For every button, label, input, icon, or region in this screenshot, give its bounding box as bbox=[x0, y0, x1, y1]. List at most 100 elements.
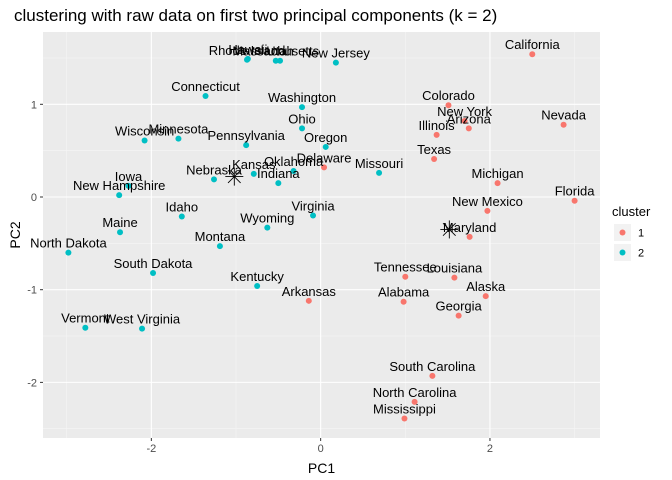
y-tick-labels: -2 -1 0 1 bbox=[27, 99, 43, 389]
point-illinois bbox=[433, 131, 440, 138]
label-arkansas: Arkansas bbox=[282, 284, 337, 299]
point-north-dakota bbox=[65, 249, 72, 256]
point-west-virginia bbox=[139, 325, 146, 332]
point-arizona bbox=[465, 125, 472, 132]
label-utah: Utah bbox=[266, 44, 293, 59]
x-tick-label: 0 bbox=[318, 443, 324, 455]
y-tick-label: -2 bbox=[27, 377, 37, 389]
legend: cluster 1 2 bbox=[612, 204, 651, 261]
legend-label-1: 1 bbox=[638, 228, 644, 240]
label-montana: Montana bbox=[195, 229, 246, 244]
label-new-jersey: New Jersey bbox=[302, 46, 370, 61]
point-tennessee bbox=[402, 273, 409, 280]
point-rhode-island bbox=[244, 56, 251, 63]
point-georgia bbox=[455, 312, 462, 319]
cluster-centers bbox=[225, 167, 459, 239]
label-nevada: Nevada bbox=[541, 108, 587, 123]
label-california: California bbox=[505, 37, 561, 52]
label-new-mexico: New Mexico bbox=[452, 194, 523, 209]
label-oregon: Oregon bbox=[304, 130, 347, 145]
point-colorado bbox=[445, 102, 452, 109]
point-virginia bbox=[310, 212, 317, 219]
label-maine: Maine bbox=[102, 215, 137, 230]
label-kansas: Kansas bbox=[232, 157, 276, 172]
point-nevada bbox=[560, 121, 567, 128]
label-south-dakota: South Dakota bbox=[114, 256, 194, 271]
label-rhode-island: Rhode Island bbox=[209, 43, 286, 58]
point-mississippi bbox=[401, 415, 408, 422]
label-georgia: Georgia bbox=[436, 299, 483, 314]
label-alaska: Alaska bbox=[466, 279, 506, 294]
point-north-carolina bbox=[411, 398, 418, 405]
label-texas: Texas bbox=[417, 142, 451, 157]
point-wisconsin bbox=[141, 137, 148, 144]
label-minnesota: Minnesota bbox=[148, 122, 209, 137]
point-ohio bbox=[299, 125, 306, 132]
point-indiana bbox=[275, 180, 282, 187]
label-pennsylvania: Pennsylvania bbox=[207, 128, 285, 143]
legend-title: cluster bbox=[612, 204, 651, 219]
label-washington: Washington bbox=[268, 90, 336, 105]
legend-key-1 bbox=[619, 229, 626, 236]
point-kansas bbox=[250, 170, 257, 177]
legend-label-2: 2 bbox=[638, 248, 644, 260]
label-wisconsin: Wisconsin bbox=[115, 123, 174, 138]
point-new-hampshire bbox=[116, 192, 123, 199]
label-michigan: Michigan bbox=[472, 166, 524, 181]
point-new-jersey bbox=[332, 59, 339, 66]
label-north-carolina: North Carolina bbox=[373, 385, 458, 400]
point-oregon bbox=[322, 143, 329, 150]
plot-panel bbox=[43, 32, 600, 438]
label-colorado: Colorado bbox=[422, 88, 475, 103]
y-tick-label: -1 bbox=[27, 285, 37, 297]
point-kentucky bbox=[254, 282, 261, 289]
point-nebraska bbox=[210, 176, 217, 183]
point-vermont bbox=[82, 324, 89, 331]
label-connecticut: Connecticut bbox=[171, 79, 240, 94]
label-new-hampshire: New Hampshire bbox=[73, 178, 165, 193]
label-massachusetts: Massachusetts bbox=[232, 44, 319, 59]
label-louisiana: Louisiana bbox=[427, 261, 483, 276]
point-florida bbox=[571, 197, 578, 204]
y-axis-label: PC2 bbox=[7, 221, 23, 248]
label-kentucky: Kentucky bbox=[230, 269, 284, 284]
point-alaska bbox=[482, 293, 489, 300]
label-delaware: Delaware bbox=[297, 150, 352, 165]
label-nebraska: Nebraska bbox=[186, 162, 242, 177]
point-new-york bbox=[461, 117, 468, 124]
y-tick-label: 1 bbox=[31, 99, 37, 111]
point-michigan bbox=[494, 180, 501, 187]
label-indiana: Indiana bbox=[257, 166, 300, 181]
label-hawaii: Hawaii bbox=[228, 42, 267, 57]
label-alabama: Alabama bbox=[378, 285, 430, 300]
point-massachusetts bbox=[272, 57, 279, 64]
label-arizona: Arizona bbox=[447, 111, 492, 126]
point-oklahoma bbox=[290, 168, 297, 175]
label-missouri: Missouri bbox=[355, 156, 404, 171]
label-tennessee: Tennessee bbox=[374, 260, 437, 275]
point-idaho bbox=[178, 213, 185, 220]
label-mississippi: Mississippi bbox=[373, 402, 436, 417]
x-axis-label: PC1 bbox=[308, 460, 335, 476]
point-south-carolina bbox=[429, 372, 436, 379]
label-virginia: Virginia bbox=[291, 199, 335, 214]
point-maryland bbox=[466, 233, 473, 240]
point-pennsylvania bbox=[243, 142, 250, 149]
point-arkansas bbox=[305, 297, 312, 304]
cluster-center-1 bbox=[225, 167, 244, 186]
point-utah bbox=[277, 57, 284, 64]
label-maryland: Maryland bbox=[443, 220, 496, 235]
label-north-dakota: North Dakota bbox=[30, 236, 107, 251]
label-iowa: Iowa bbox=[115, 169, 143, 184]
label-ohio: Ohio bbox=[288, 111, 315, 126]
point-alabama bbox=[400, 298, 407, 305]
x-tick-label: -2 bbox=[146, 443, 156, 455]
point-wyoming bbox=[264, 224, 271, 231]
cluster-center-2 bbox=[440, 220, 459, 239]
label-idaho: Idaho bbox=[166, 199, 199, 214]
point-iowa bbox=[125, 182, 132, 189]
point-missouri bbox=[376, 169, 383, 176]
point-california bbox=[529, 51, 536, 58]
x-tick-labels: -2 0 2 bbox=[146, 438, 493, 455]
